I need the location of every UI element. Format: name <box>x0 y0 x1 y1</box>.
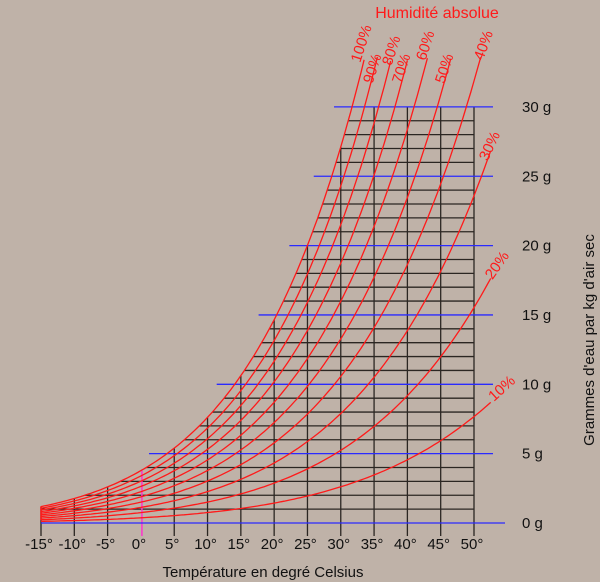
x-tick-label: 5° <box>165 536 179 553</box>
rh-curve-label: 40% <box>471 28 497 62</box>
rh-curve-label: 50% <box>432 52 457 86</box>
x-tick-label: 25° <box>294 536 317 553</box>
rh-curve-40 <box>40 57 482 518</box>
y-axis-label: Grammes d'eau par kg d'air sec <box>581 234 598 446</box>
rh-curve-90 <box>40 56 379 509</box>
rh-curve-20 <box>40 278 492 521</box>
rh-curves: 100%90%80%70%60%50%40%30%20%10% <box>40 23 519 523</box>
y-axis-ticks: 0 g 5 g 10 g 15 g 20 g 25 g 30 g <box>522 99 551 532</box>
rh-curve-70 <box>40 60 409 513</box>
rh-curve-50 <box>40 58 452 516</box>
y-tick-label: 20 g <box>522 238 551 255</box>
x-tick-label: 20° <box>261 536 284 553</box>
x-tick-label: 40° <box>394 536 417 553</box>
x-tick-label: -15° <box>25 536 53 553</box>
x-tick-label: 10° <box>194 536 217 553</box>
x-tick-label: 45° <box>427 536 450 553</box>
x-tick-label: 35° <box>361 536 384 553</box>
y-tick-label: 25 g <box>522 168 551 185</box>
y-tick-label: 10 g <box>522 376 551 393</box>
rh-curve-label: 10% <box>485 372 519 405</box>
chart-title: Humidité absolue <box>375 5 499 22</box>
x-axis-ticks: -15° -10° -5° 0° 5° 10° 15° 20° 25° 30° 35° 40° 45° 5… <box>25 536 483 553</box>
x-tick-label: 0° <box>132 536 146 553</box>
x-axis-label: Température en degré Celsius <box>163 564 364 581</box>
y-tick-label: 30 g <box>522 99 551 116</box>
grid <box>40 106 505 536</box>
rh-curve-100 <box>40 59 365 508</box>
x-tick-label: -5° <box>96 536 115 553</box>
rh-curve-label: 20% <box>482 248 513 282</box>
y-tick-label: 5 g <box>522 446 543 463</box>
x-tick-label: -10° <box>58 536 86 553</box>
rh-curve-60 <box>40 58 429 514</box>
x-tick-label: 50° <box>461 536 484 553</box>
rh-curve-label: 30% <box>476 129 504 163</box>
rh-curve-30 <box>40 150 492 519</box>
x-tick-label: 30° <box>327 536 350 553</box>
x-tick-label: 15° <box>228 536 251 553</box>
rh-curve-80 <box>40 60 392 511</box>
rh-curve-10 <box>40 401 492 523</box>
y-tick-label: 15 g <box>522 307 551 324</box>
y-tick-label: 0 g <box>522 515 543 532</box>
rh-curve-label: 60% <box>413 29 438 63</box>
